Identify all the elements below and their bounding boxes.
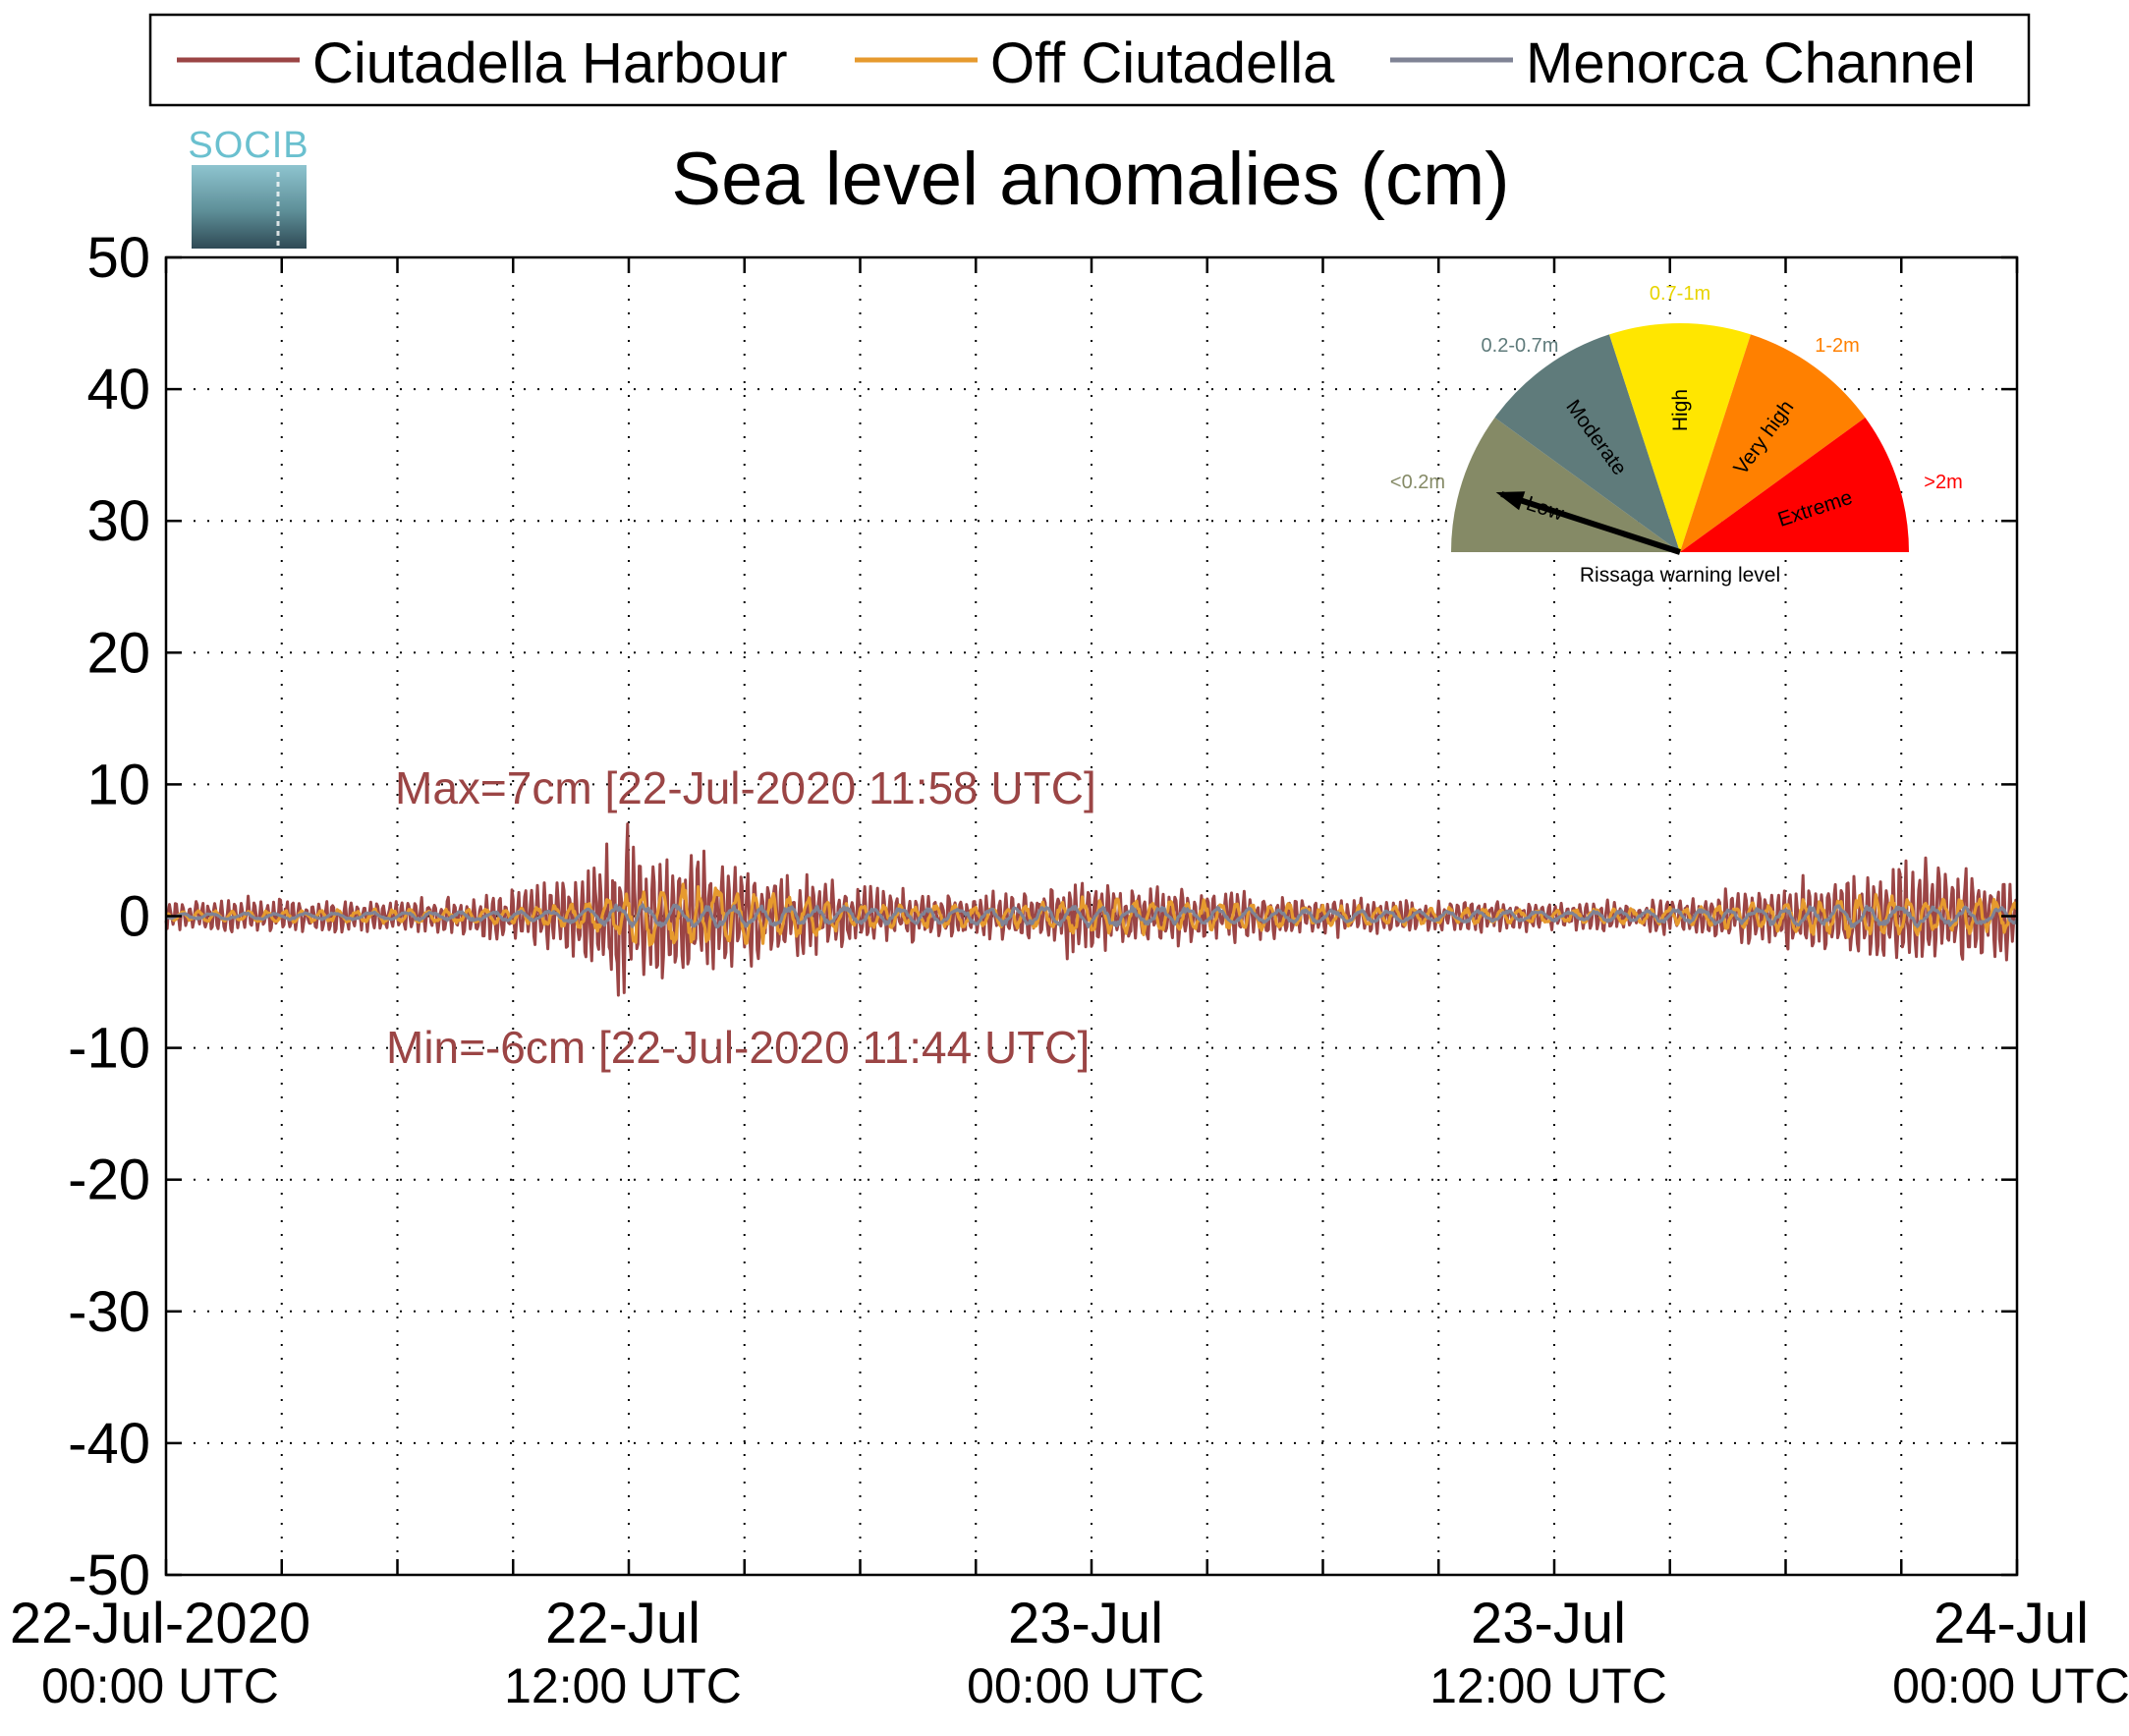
series-layer [164,822,2019,997]
y-tick-label: 0 [119,885,150,949]
y-tick-labels: 50 40 30 20 10 0 -10 -20 -30 -40 -50 [68,226,150,1607]
series-line-menorca-channel [165,903,2019,929]
y-tick-label: -50 [68,1543,150,1607]
x-tick-label-time: 00:00 UTC [1892,1658,2129,1713]
legend-label-menorca-channel: Menorca Channel [1526,31,1976,95]
gauge-range-label: 0.2-0.7m [1482,335,1559,357]
gauge-range-label: <0.2m [1390,472,1445,493]
y-tick-label: 10 [86,753,150,816]
gauge-needle-head [1495,491,1526,511]
x-tick-label-date: 22-Jul-2020 [10,1592,310,1655]
x-tick-label-time: 12:00 UTC [504,1658,742,1713]
y-tick-label: 40 [86,358,150,421]
gauge-label: High [1669,389,1692,431]
y-tick-label: 50 [86,226,150,290]
x-tick-label-time: 00:00 UTC [967,1658,1205,1713]
gauge-segment-high [1609,322,1751,552]
legend: Ciutadella Harbour Off Ciutadella Menorc… [148,13,2031,107]
gauge-segment-extreme [1680,418,1909,552]
gauge-segment-very-high [1680,334,1866,552]
x-tick-label-time: 00:00 UTC [41,1658,279,1713]
x-tick-label-date: 22-Jul [545,1592,700,1655]
annotation-max: Max=7cm [22-Jul-2020 11:58 UTC] [395,762,1096,813]
legend-label-off-ciutadella: Off Ciutadella [990,31,1335,95]
ticks [164,255,2019,1577]
gauge-segment-low [1451,418,1680,552]
series-line-ciutadella-harbour [164,822,2018,997]
gauge-range-label: 1-2m [1815,335,1860,357]
y-tick-label: -10 [68,1017,150,1081]
chart-title: Sea level anomalies (cm) [671,138,1509,221]
gauge-needle [1500,491,1681,555]
logo-water-block [192,165,307,249]
y-tick-label: 20 [86,621,150,685]
legend-label-ciutadella-harbour: Ciutadella Harbour [312,31,788,95]
y-tick-label: -30 [68,1280,150,1344]
x-tick-label-date: 23-Jul [1008,1592,1163,1655]
logo-text: SOCIB [188,125,308,166]
socib-logo: SOCIB [188,125,308,249]
gauge-segment-moderate [1494,334,1680,552]
x-tick-label-date: 24-Jul [1933,1592,2089,1655]
gauge-range-label: >2m [1924,472,1962,493]
gauge-title: Rissaga warning level [1580,564,1780,587]
y-tick-label: -20 [68,1148,150,1212]
gauge-range-label: 0.7-1m [1650,283,1710,305]
legend-box [148,13,2031,107]
x-tick-label-time: 12:00 UTC [1429,1658,1667,1713]
annotation-min: Min=-6cm [22-Jul-2020 11:44 UTC] [386,1022,1090,1073]
x-tick-label-date: 23-Jul [1471,1592,1626,1655]
y-tick-label: 30 [86,489,150,553]
y-tick-label: -40 [68,1412,150,1476]
